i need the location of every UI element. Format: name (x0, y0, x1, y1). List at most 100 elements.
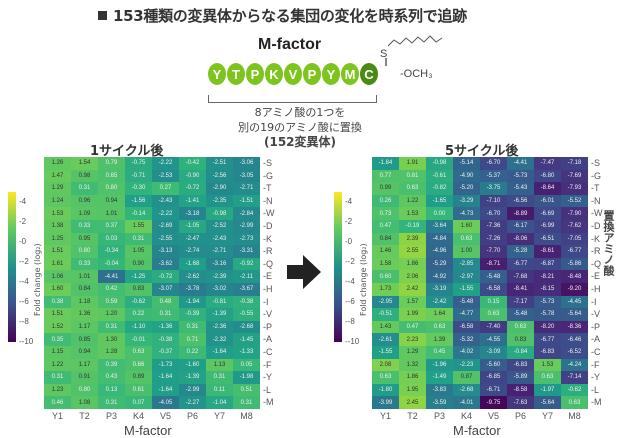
heatmap-cell: 0.33 (71, 219, 98, 233)
heatmap-2-col-labels: Y1 T2 P3 K4 V5 P6 Y7 M8 (372, 411, 588, 421)
heatmap-cell: 1.36 (71, 308, 98, 321)
heatmap-cell: -1.84 (372, 157, 399, 170)
col-label: K4 (132, 411, 144, 421)
heatmap-cell: 2.55 (399, 245, 426, 258)
heatmap-cell: -7.26 (480, 232, 507, 246)
heatmap-cell: -3.78 (179, 282, 206, 296)
heatmap-cell: 0.00 (426, 207, 453, 220)
heatmap-cell: 0.71 (179, 333, 206, 346)
heatmap-cell: 1.05 (125, 245, 152, 258)
heatmap-cell: 1.54 (71, 157, 98, 170)
col-label: Y1 (51, 411, 63, 421)
heatmap-2-xlabel: M-factor (453, 423, 501, 438)
heatmap-cell: -1.55 (372, 345, 399, 359)
heatmap-cell: 0.31 (125, 232, 152, 246)
row-label: -G (263, 170, 273, 181)
heatmap-cell: 1.01 (98, 207, 125, 220)
heatmap-cell: -0.82 (426, 182, 453, 195)
methyl-ester-label: -OCH₃ (400, 68, 433, 80)
heatmap-cell: -6.70 (480, 207, 507, 220)
heatmap-cell: 0.85 (71, 333, 98, 346)
heatmap-cell: -3.13 (152, 245, 179, 258)
heatmap-cell: -4.41 (507, 157, 534, 170)
col-label: T2 (79, 411, 90, 421)
row-label: -C (263, 346, 273, 357)
colorbar-tick: --4 (19, 277, 29, 286)
heatmap-cell: -6.70 (480, 157, 507, 170)
heatmap-cell: 1.39 (426, 333, 453, 346)
heatmap-cell: 0.31 (206, 371, 233, 384)
heatmap-cell: -2.71 (206, 245, 233, 258)
heatmap-cell: -7.68 (507, 270, 534, 283)
heatmap-cell: -1.94 (179, 295, 206, 309)
heatmap-cell: -6.77 (534, 333, 561, 346)
heatmap-cell: 0.26 (372, 194, 399, 208)
heatmap-cell: -5.43 (507, 182, 534, 195)
heatmap-cell: 2.08 (372, 358, 399, 372)
heatmap-cell: -4.84 (426, 232, 453, 246)
heatmap-cell: -6.83 (507, 358, 534, 372)
heatmap-cell: 1.15 (44, 345, 71, 359)
heatmap-cell: 2.06 (399, 270, 426, 283)
heatmap-cell: 0.89 (125, 371, 152, 384)
heatmap-cell: -2.23 (453, 358, 480, 372)
heatmap-cell: -4.01 (453, 396, 480, 409)
heatmap-cell: -4.90 (453, 169, 480, 183)
heatmap-cell: -0.72 (179, 182, 206, 195)
heatmap-cell: 0.96 (71, 194, 98, 208)
heatmap-cell: -1.64 (152, 383, 179, 397)
heatmap-cell: -8.48 (561, 270, 588, 283)
heatmap-cell: 1.06 (44, 270, 71, 283)
heatmap-cell: -3.29 (453, 194, 480, 208)
heatmap-cell: -6.58 (453, 320, 480, 334)
heatmap-cell: -0.75 (125, 157, 152, 170)
residue-bead: V (284, 63, 302, 85)
heatmap-cell: 0.31 (179, 320, 206, 334)
heatmap-cell: 2.23 (399, 333, 426, 346)
heatmap-cell: -9.75 (480, 396, 507, 409)
heatmap-cell: 0.81 (399, 169, 426, 183)
heatmap-cell: 0.83 (125, 282, 152, 296)
mutation-note: 8アミノ酸の1つを 別の19のアミノ酸に置換 (152変異体) (238, 106, 362, 149)
heatmap-cell: -8.21 (534, 270, 561, 283)
heatmap-cell: 0.11 (206, 383, 233, 397)
heatmap-cell: -2.90 (206, 182, 233, 195)
heatmap-cell: 1.55 (125, 219, 152, 233)
heatmap-cell: -2.73 (233, 232, 260, 246)
row-label: -Q (591, 258, 601, 269)
row-label: -E (591, 271, 600, 282)
heatmap-cell: -2.97 (453, 270, 480, 283)
row-label: -V (591, 309, 600, 320)
row-label: -Y (591, 372, 600, 383)
row-label: -W (591, 208, 603, 219)
row-label: -L (263, 384, 272, 395)
heatmap-cell: 1.64 (426, 308, 453, 321)
heatmap-cell: -8.71 (480, 257, 507, 271)
heatmap-cell: -6.71 (480, 383, 507, 397)
heatmap-cell: 0.15 (480, 295, 507, 309)
colorbar-tick: --2 (345, 257, 355, 266)
heatmap-cell: 0.73 (372, 207, 399, 220)
heatmap-cell: 1.86 (399, 257, 426, 271)
heatmap-cell: -1.55 (453, 282, 480, 296)
row-label: -D (591, 220, 601, 231)
row-label: -A (591, 334, 600, 345)
heatmap-cell: 0.91 (71, 371, 98, 384)
heatmap-cell: -3.59 (426, 396, 453, 409)
heatmap-cell: -1.73 (152, 358, 179, 372)
heatmap-cell: 0.80 (71, 383, 98, 397)
heatmap-cell: -0.30 (125, 182, 152, 195)
heatmap-cell: 0.31 (71, 182, 98, 195)
heatmap-cell: -0.81 (206, 295, 233, 309)
colorbar-tick: -4 (345, 197, 353, 206)
heatmap-cell: -9.20 (561, 282, 588, 296)
heatmap-cell: -2.43 (152, 194, 179, 208)
heatmap-1-col-labels: Y1 T2 P3 K4 V5 P6 Y7 M8 (44, 411, 260, 421)
heatmap-cell: 0.94 (98, 194, 125, 208)
heatmap-cell: -1.25 (125, 270, 152, 283)
colorbar-2-label: Fold change (log₂) (359, 243, 368, 316)
heatmap-cell: -0.62 (125, 295, 152, 309)
heatmap-cell: 0.07 (125, 396, 152, 409)
heatmap-cell: -3.18 (179, 207, 206, 220)
row-label: -K (591, 233, 600, 244)
